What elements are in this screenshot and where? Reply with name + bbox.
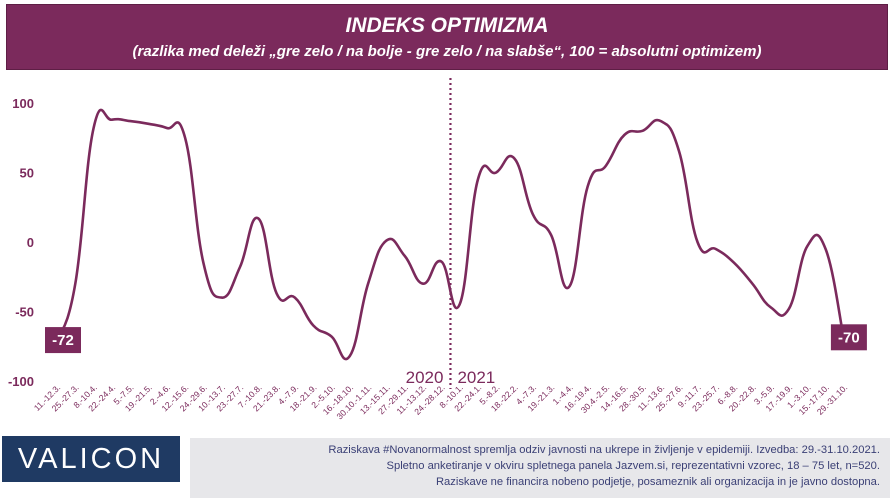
chart-title: INDEKS OPTIMIZMA [345, 14, 549, 37]
y-tick-label: 0 [27, 235, 34, 250]
first-value-label: -72 [52, 332, 74, 349]
y-tick-label: 50 [20, 166, 34, 181]
first-value-label-box [45, 327, 81, 354]
chart-subtitle: (razlika med deleži „gre zelo / na bolje… [132, 43, 762, 60]
footer-line-3: Raziskave ne financira nobeno podjetje, … [435, 476, 880, 488]
last-value-label: -70 [838, 329, 860, 346]
year-label-2020: 2020 [406, 368, 444, 387]
y-tick-label: 100 [12, 96, 34, 111]
footer-line-2: Spletno anketiranje v okviru spletnega p… [386, 460, 880, 472]
last-value-label-box [830, 324, 867, 351]
y-tick-label: -50 [15, 305, 34, 320]
valicon-logo: VALICON [2, 436, 180, 482]
year-label-2021: 2021 [457, 368, 495, 387]
footer-note: Raziskava #Novanormalnost spremlja odziv… [190, 438, 890, 498]
series-line-optimism-index [55, 108, 846, 361]
footer-line-1: Raziskava #Novanormalnost spremlja odziv… [328, 444, 880, 456]
chart-header: INDEKS OPTIMIZMA (razlika med deleži „gr… [6, 4, 888, 70]
y-tick-label: -100 [8, 374, 34, 389]
